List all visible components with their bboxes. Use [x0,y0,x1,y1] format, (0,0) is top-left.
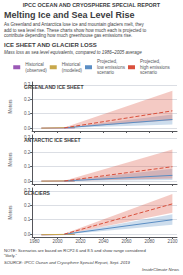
svg-text:scenario: scenario [97,70,115,75]
svg-text:high emissions: high emissions [140,65,171,70]
svg-text:0.2: 0.2 [24,150,31,155]
svg-text:0.0: 0.0 [24,232,31,237]
svg-text:ANTARCTIC ICE SHEET: ANTARCTIC ICE SHEET [24,137,81,143]
svg-text:low emissions: low emissions [97,65,126,70]
svg-text:0.0: 0.0 [24,179,31,184]
svg-text:(observed): (observed) [25,68,47,73]
svg-text:1980: 1980 [29,239,40,244]
svg-text:Melting Ice and Sea Level Rise: Melting Ice and Sea Level Rise [4,10,135,20]
svg-text:2000: 2000 [52,239,63,244]
svg-text:NOTE: Scenarios are based on R: NOTE: Scenarios are based on RCP2.6 and … [4,248,147,253]
svg-text:ICE SHEET AND GLACIER LOSS: ICE SHEET AND GLACIER LOSS [4,42,97,48]
svg-text:add to sea level rise. These c: add to sea level rise. These charts show… [4,28,147,33]
svg-text:2080: 2080 [144,239,155,244]
svg-text:GLACIERS: GLACIERS [24,190,51,196]
svg-text:2020: 2020 [75,239,86,244]
svg-text:Meters: Meters [8,152,13,167]
svg-text:0.1: 0.1 [24,164,31,169]
svg-text:2060: 2060 [121,239,132,244]
svg-text:0.2: 0.2 [24,97,31,102]
svg-text:Historical: Historical [25,62,44,67]
svg-text:2040: 2040 [98,239,109,244]
svg-text:Meters: Meters [8,99,13,114]
svg-text:GREENLAND ICE SHEET: GREENLAND ICE SHEET [24,84,83,90]
svg-text:(modeled): (modeled) [62,68,83,73]
svg-text:0.2: 0.2 [24,203,31,208]
svg-text:Projected,: Projected, [97,59,117,64]
svg-text:Meters: Meters [8,205,13,220]
svg-text:Mass loss as sea level equival: Mass loss as sea level equivalents, comp… [4,50,142,55]
svg-text:Historical: Historical [62,62,81,67]
svg-text:0.1: 0.1 [24,111,31,116]
svg-text:0.0: 0.0 [24,126,31,131]
svg-text:As Greenland and Antarctica lo: As Greenland and Antarctica lose ice and… [4,22,145,27]
svg-text:SOURCE: IPCC Ocean and Cryosph: SOURCE: IPCC Ocean and Cryosphere Specia… [4,260,131,265]
svg-text:Projected,: Projected, [140,59,160,64]
svg-text:“likely.”: “likely.” [4,253,18,258]
svg-text:scenario: scenario [140,70,158,75]
svg-text:InsideClimate News: InsideClimate News [142,267,180,272]
svg-text:0.1: 0.1 [24,217,31,222]
svg-text:contribute depending how much: contribute depending how much greenhouse… [4,33,132,38]
svg-text:2100: 2100 [167,239,178,244]
svg-text:IPCC OCEAN AND CRYOSPHERE SPEC: IPCC OCEAN AND CRYOSPHERE SPECIAL REPORT [23,2,161,8]
